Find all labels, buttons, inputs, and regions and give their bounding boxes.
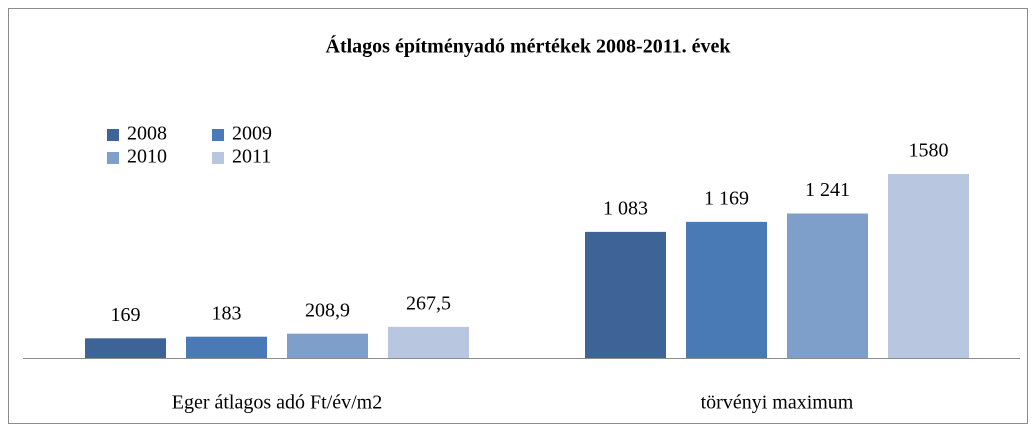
value-label: 1 083: [603, 197, 648, 219]
legend-label: 2009: [232, 123, 272, 145]
value-label: 1 241: [805, 179, 850, 201]
value-label: 267,5: [406, 292, 451, 314]
bar: [585, 231, 666, 358]
legend-label: 2008: [127, 123, 167, 145]
legend-swatch: [107, 152, 119, 164]
bar: [888, 174, 969, 358]
bar: [388, 326, 469, 358]
bar: [85, 338, 166, 358]
chart-border: [8, 8, 1028, 424]
legend-swatch: [212, 129, 224, 141]
value-label: 183: [212, 302, 242, 324]
legend-label: 2010: [127, 146, 167, 168]
bar: [787, 213, 868, 358]
value-label: 208,9: [305, 299, 350, 321]
value-label: 1 169: [704, 187, 749, 209]
chart-title: Átlagos építményadó mértékek 2008-2011. …: [326, 35, 732, 58]
legend-label: 2011: [232, 146, 271, 168]
bar: [287, 333, 368, 358]
bar: [686, 221, 767, 358]
x-tick-label: Eger átlagos adó Ft/év/m2: [172, 392, 383, 414]
legend-swatch: [212, 152, 224, 164]
x-tick-label: törvényi maximum: [701, 392, 854, 414]
legend-swatch: [107, 129, 119, 141]
bar: [186, 336, 267, 358]
value-label: 169: [111, 304, 141, 326]
value-label: 1580: [909, 140, 949, 162]
